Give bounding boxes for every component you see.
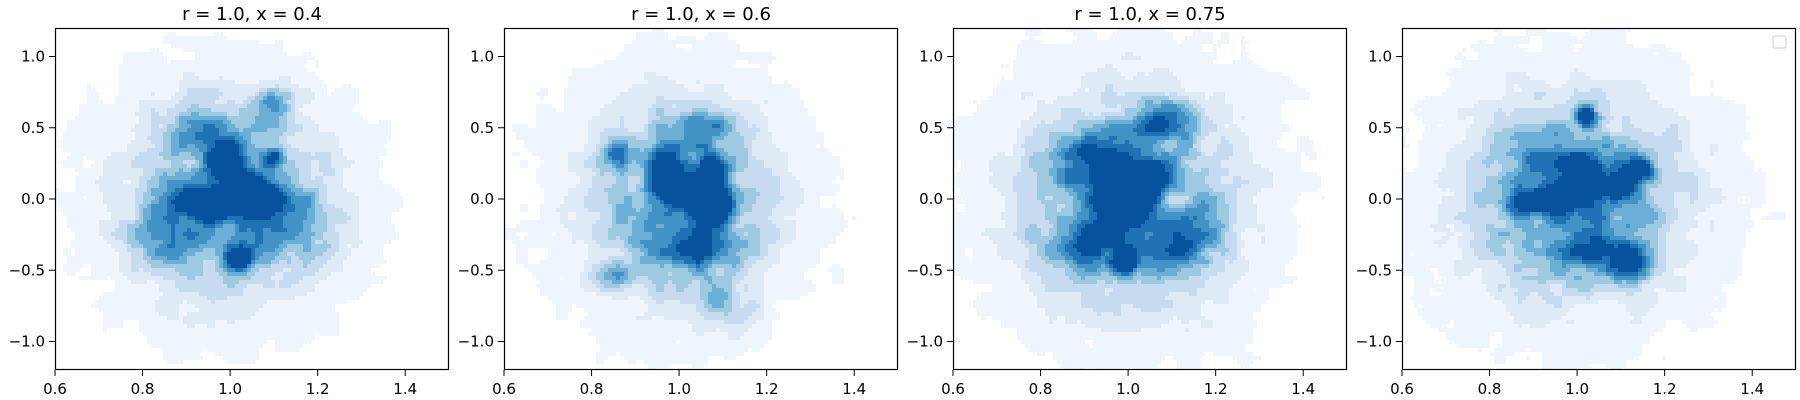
x-tick-label: 1.0 [667,380,691,398]
x-tick-label: 1.0 [1565,380,1589,398]
subplot-title: r = 1.0, x = 0.6 [631,4,771,25]
y-tick-label: 0.5 [21,119,45,137]
y-tick-label: 1.0 [919,48,943,66]
y-tick-label: −0.5 [1356,261,1392,279]
density-level-8 [171,140,287,268]
subplot-4: 0.6 0.8 1.0 1.2 1.4 −1.0 −0.5 0.0 0.5 1.0 [1356,27,1797,398]
density-contours [504,28,898,370]
subplot-2: 0.6 0.8 1.0 1.2 1.4 −1.0 −0.5 0.0 0.5 1.0 r = 1.0,… [458,4,899,398]
x-tick-label: 0.6 [43,380,67,398]
y-tick-label: 0.0 [21,190,45,208]
density-level-1 [55,32,403,364]
density-contours [953,28,1347,370]
x-tick-label: 1.0 [218,380,242,398]
legend-box [1772,35,1787,49]
density-level-1 [504,28,856,370]
x-tick-label: 1.2 [1204,380,1228,398]
subplot-title: r = 1.0, x = 0.75 [1074,4,1225,25]
x-tick-label: 0.6 [492,380,516,398]
density-level-2 [95,72,363,328]
density-level-8 [1514,108,1650,272]
y-tick-label: −1.0 [907,333,943,351]
y-tick-label: −0.5 [907,261,943,279]
y-tick-label: −1.0 [9,333,45,351]
density-contours [1402,28,1796,370]
density-level-8 [652,152,732,264]
x-tick-label: 0.6 [941,380,965,398]
axes-frame [503,27,899,371]
density-level-8 [1073,116,1193,272]
subplot-1: 0.6 0.8 1.0 1.2 1.4 −1.0 −0.5 0.0 0.5 1.0 r = 1.0,… [9,4,450,398]
axes-frame [54,27,450,371]
density-level-4 [1025,96,1229,284]
y-tick-label: 0.5 [470,119,494,137]
density-level-1 [1402,28,1786,370]
density-contours [55,28,449,370]
x-tick-label: 1.2 [755,380,779,398]
y-tick-label: 0.0 [1368,190,1392,208]
x-tick-label: 1.0 [1116,380,1140,398]
x-tick-label: 0.8 [1478,380,1502,398]
y-tick-label: 0.0 [919,190,943,208]
x-tick-label: 1.4 [1740,380,1764,398]
x-tick-label: 1.4 [842,380,866,398]
density-level-6 [1506,104,1654,280]
y-tick-label: −0.5 [458,261,494,279]
y-tick-label: −1.0 [1356,333,1392,351]
x-tick-label: 1.4 [393,380,417,398]
x-tick-label: 0.8 [1029,380,1053,398]
x-tick-label: 1.4 [1291,380,1315,398]
x-tick-label: 1.2 [306,380,330,398]
x-tick-label: 0.6 [1390,380,1414,398]
x-tick-label: 0.8 [131,380,155,398]
density-level-7 [1506,108,1654,276]
y-tick-label: −0.5 [9,261,45,279]
y-tick-label: 1.0 [21,48,45,66]
y-tick-label: 1.0 [1368,48,1392,66]
x-tick-label: 1.2 [1653,380,1677,398]
axes-frame [1401,27,1797,371]
subplot-title: r = 1.0, x = 0.4 [182,4,322,25]
subplot-3: 0.6 0.8 1.0 1.2 1.4 −1.0 −0.5 0.0 0.5 1.0 r = 1.0,… [907,4,1348,398]
axes-frame [952,27,1348,371]
density-level-7 [163,124,295,272]
density-level-5 [604,112,748,308]
density-level-5 [1045,100,1225,280]
y-tick-label: 1.0 [470,48,494,66]
y-tick-label: 0.5 [919,119,943,137]
density-level-5 [1498,104,1658,284]
x-tick-label: 0.8 [580,380,604,398]
y-tick-label: −1.0 [458,333,494,351]
y-tick-label: 0.0 [470,190,494,208]
y-tick-label: 0.5 [1368,119,1392,137]
